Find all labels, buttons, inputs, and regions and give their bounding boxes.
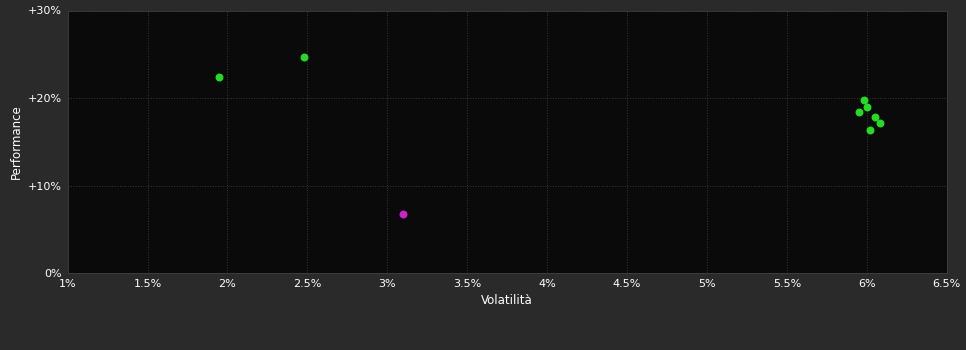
Y-axis label: Performance: Performance (10, 104, 22, 179)
Point (395, 211, 411, 216)
Point (856, 97, 871, 103)
Point (859, 104, 874, 110)
Point (872, 120, 888, 125)
Point (851, 109, 867, 115)
Point (212, 74, 227, 80)
Point (867, 114, 883, 120)
X-axis label: Volatilità: Volatilità (481, 294, 533, 307)
Point (297, 54, 312, 60)
Point (863, 128, 878, 133)
